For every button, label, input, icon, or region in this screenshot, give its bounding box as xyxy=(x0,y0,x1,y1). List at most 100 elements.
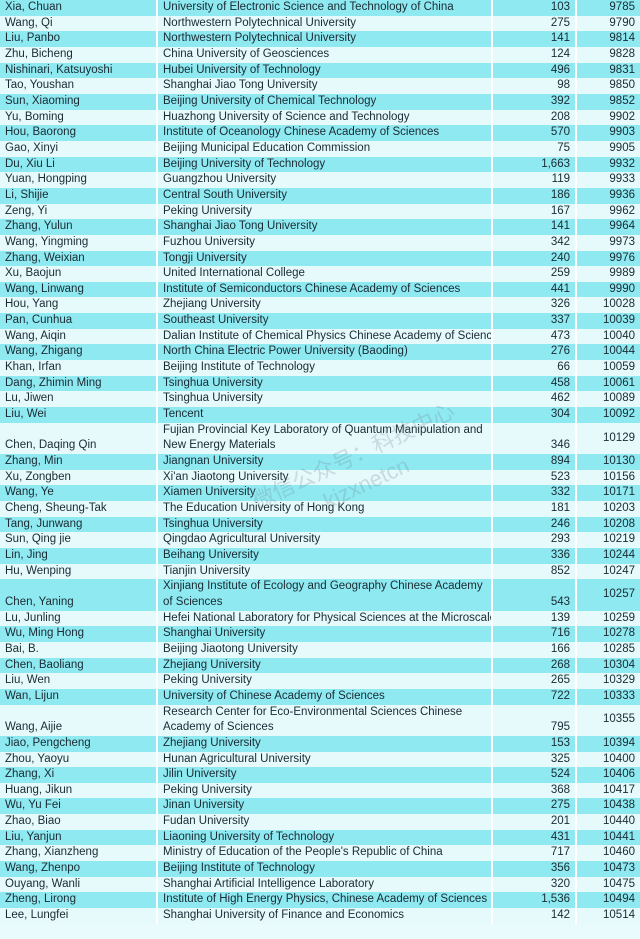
rank: 10285 xyxy=(576,641,640,658)
researcher-name: Li, Shijie xyxy=(0,187,158,204)
rank: 9852 xyxy=(576,93,640,110)
paper-count: 276 xyxy=(492,344,577,361)
researcher-name: Liu, Yanjun xyxy=(0,829,158,846)
researcher-name: Xu, Baojun xyxy=(0,266,158,282)
table-row: Liu, Wen Peking University 265 10329 xyxy=(0,673,640,689)
institution: Peking University xyxy=(157,782,493,799)
table-row: Tao, Youshan Shanghai Jiao Tong Universit… xyxy=(0,78,640,94)
rank: 10440 xyxy=(576,814,640,830)
paper-count: 717 xyxy=(492,845,577,862)
paper-count: 722 xyxy=(492,688,577,705)
paper-count: 98 xyxy=(492,78,577,94)
paper-count: 265 xyxy=(492,673,577,689)
institution: Fudan University xyxy=(157,814,493,830)
paper-count: 392 xyxy=(492,93,577,110)
institution: Hunan Agricultural University xyxy=(157,751,493,768)
paper-count: 462 xyxy=(492,391,577,408)
researcher-name: Nishinari, Katsuyoshi xyxy=(0,62,158,79)
researcher-name: Jiao, Pengcheng xyxy=(0,735,158,752)
researcher-name: Chen, Baoliang xyxy=(0,657,158,674)
table-row: Lee, Lungfei Shanghai University of Finan… xyxy=(0,908,640,924)
table-row: Xia, Chuan University of Electronic Scien… xyxy=(0,0,640,16)
table-row: Wang, Aijie Research Center for Eco-Envir… xyxy=(0,704,640,736)
table-row: Ouyang, Wanli Shanghai Artificial Intelli… xyxy=(0,876,640,893)
rank: 9973 xyxy=(576,234,640,251)
institution: Shanghai Artificial Intelligence Laborat… xyxy=(157,876,493,893)
paper-count: 259 xyxy=(492,266,577,282)
rank: 10203 xyxy=(576,501,640,517)
table-row: Zhao, Biao Fudan University 201 10440 xyxy=(0,814,640,830)
institution: Jinan University xyxy=(157,798,493,815)
institution: Jiangnan University xyxy=(157,454,493,470)
rank: 10247 xyxy=(576,563,640,580)
researcher-name: Xia, Chuan xyxy=(0,0,158,16)
paper-count: 524 xyxy=(492,767,577,783)
rank: 9902 xyxy=(576,109,640,126)
researcher-name: Yu, Boming xyxy=(0,109,158,126)
rank: 10208 xyxy=(576,516,640,533)
rank: 10061 xyxy=(576,375,640,392)
institution: Ministry of Education of the People's Re… xyxy=(157,845,493,862)
paper-count: 543 xyxy=(492,579,577,611)
institution: Tsinghua University xyxy=(157,375,493,392)
table-row: Zheng, Lirong Institute of High Energy Ph… xyxy=(0,892,640,909)
rank: 10244 xyxy=(576,547,640,564)
researcher-name: Chen, Yaning xyxy=(0,579,158,611)
rank: 10059 xyxy=(576,360,640,376)
researcher-name: Hou, Baorong xyxy=(0,125,158,141)
researcher-name: Tang, Junwang xyxy=(0,516,158,533)
institution: Tianjin University xyxy=(157,563,493,580)
paper-count: 103 xyxy=(492,0,577,16)
researcher-name: Zhang, Xi xyxy=(0,767,158,783)
rank: 9828 xyxy=(576,46,640,63)
institution: Tencent xyxy=(157,407,493,423)
institution: Research Center for Eco-Environmental Sc… xyxy=(157,704,493,736)
institution: Hubei University of Technology xyxy=(157,62,493,79)
institution: Liaoning University of Technology xyxy=(157,829,493,846)
institution: University of Electronic Science and Tec… xyxy=(157,0,493,16)
researcher-name: Wang, Zhenpo xyxy=(0,861,158,877)
table-row: Zhang, Xianzheng Ministry of Education of… xyxy=(0,845,640,862)
table-row: Xu, Zongben Xi'an Jiaotong University 523 1… xyxy=(0,469,640,486)
table-row: Yu, Boming Huazhong University of Science… xyxy=(0,109,640,126)
institution: Shanghai University xyxy=(157,626,493,642)
researcher-name: Bai, B. xyxy=(0,641,158,658)
rank: 10259 xyxy=(576,610,640,627)
researcher-name: Wang, Qi xyxy=(0,15,158,32)
table-row: Hou, Yang Zhejiang University 326 10028 xyxy=(0,297,640,314)
rank: 9976 xyxy=(576,250,640,267)
paper-count: 181 xyxy=(492,501,577,517)
table-row: Xu, Baojun United International College 25… xyxy=(0,266,640,282)
researcher-name: Lu, Jiwen xyxy=(0,391,158,408)
table-row: Chen, Daqing Qin Fujian Provincial Key La… xyxy=(0,422,640,455)
paper-count: 167 xyxy=(492,203,577,220)
researcher-name: Zhang, Yulun xyxy=(0,219,158,235)
table-row: Sun, Xiaoming Beijing University of Chemi… xyxy=(0,93,640,110)
paper-count: 852 xyxy=(492,563,577,580)
institution: Beijing Municipal Education Commission xyxy=(157,140,493,157)
paper-count: 141 xyxy=(492,219,577,235)
table-row: Wang, Qi Northwestern Polytechnical Unive… xyxy=(0,15,640,32)
table-row: Zhu, Bicheng China University of Geoscien… xyxy=(0,46,640,63)
researcher-name: Zhu, Bicheng xyxy=(0,46,158,63)
researcher-name: Wang, Ye xyxy=(0,485,158,501)
table-row: Zhang, Yulun Shanghai Jiao Tong Universit… xyxy=(0,219,640,235)
paper-count: 293 xyxy=(492,532,577,548)
paper-count: 119 xyxy=(492,172,577,188)
institution: Central South University xyxy=(157,187,493,204)
researcher-name: Ouyang, Wanli xyxy=(0,876,158,893)
paper-count: 332 xyxy=(492,485,577,501)
table-row: Chen, Yaning Xinjiang Institute of Ecolog… xyxy=(0,579,640,611)
researcher-name: Liu, Wei xyxy=(0,407,158,423)
rank: 10130 xyxy=(576,454,640,470)
paper-count: 186 xyxy=(492,187,577,204)
rank: 9850 xyxy=(576,78,640,94)
institution: Northwestern Polytechnical University xyxy=(157,15,493,32)
paper-count: 142 xyxy=(492,908,577,924)
table-row: Wang, Ye Xiamen University 332 10171 xyxy=(0,485,640,501)
institution: Beijing Jiaotong University xyxy=(157,641,493,658)
rank: 10219 xyxy=(576,532,640,548)
institution: Zhejiang University xyxy=(157,297,493,314)
paper-count: 124 xyxy=(492,46,577,63)
rank: 10278 xyxy=(576,626,640,642)
